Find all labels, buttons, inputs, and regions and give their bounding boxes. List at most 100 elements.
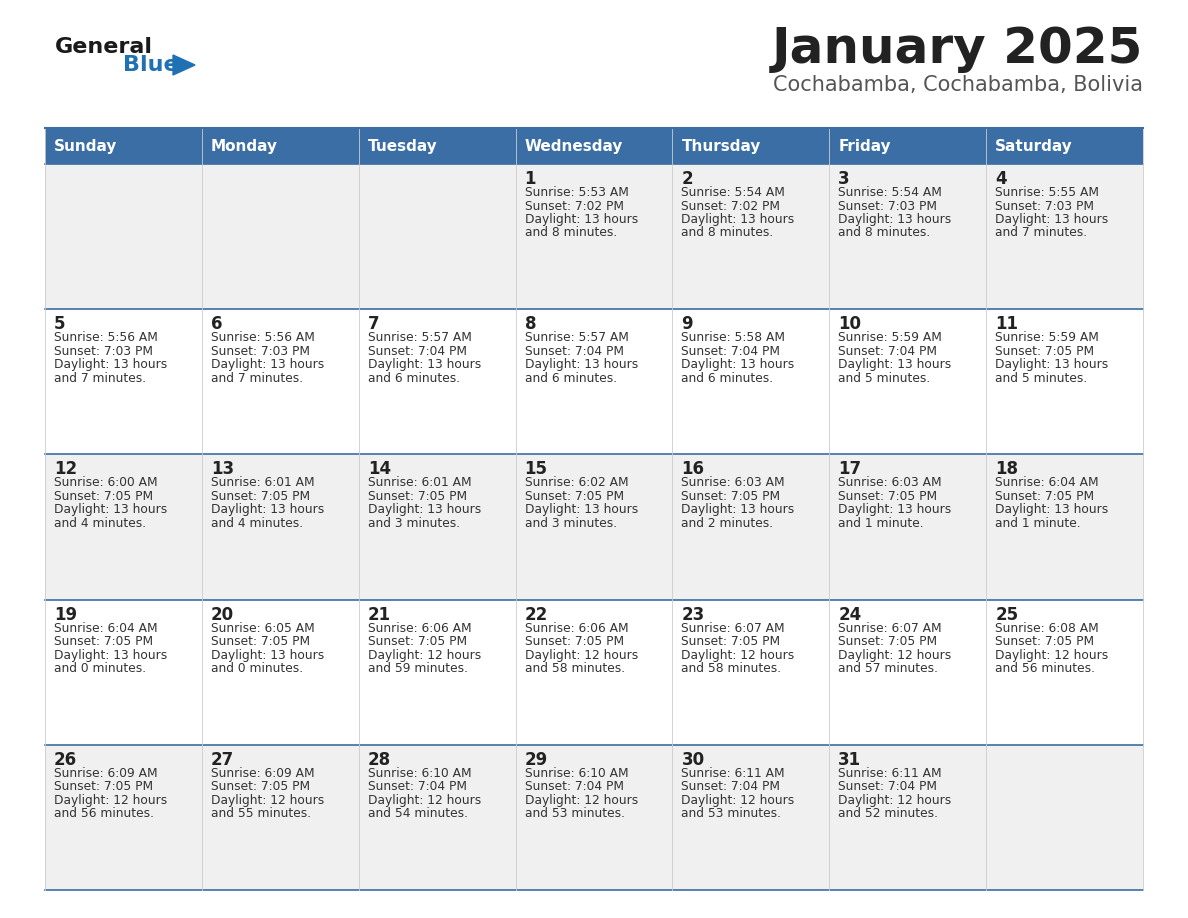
Text: Sunrise: 6:09 AM: Sunrise: 6:09 AM [53,767,158,779]
Text: Sunrise: 6:10 AM: Sunrise: 6:10 AM [368,767,472,779]
Text: Sunset: 7:05 PM: Sunset: 7:05 PM [210,635,310,648]
Text: 21: 21 [368,606,391,623]
Text: Sunrise: 5:59 AM: Sunrise: 5:59 AM [996,331,1099,344]
Polygon shape [173,55,195,75]
Text: Friday: Friday [839,139,891,153]
Text: 20: 20 [210,606,234,623]
Text: and 59 minutes.: and 59 minutes. [368,662,468,675]
Text: 5: 5 [53,315,65,333]
Text: Sunrise: 6:11 AM: Sunrise: 6:11 AM [839,767,942,779]
Text: Sunset: 7:05 PM: Sunset: 7:05 PM [839,490,937,503]
Text: and 5 minutes.: and 5 minutes. [996,372,1087,385]
Bar [516,164,672,309]
Text: and 1 minute.: and 1 minute. [839,517,924,530]
Text: Sunrise: 6:00 AM: Sunrise: 6:00 AM [53,476,158,489]
Text: and 53 minutes.: and 53 minutes. [525,807,625,821]
Text: Sunrise: 6:04 AM: Sunrise: 6:04 AM [996,476,1099,489]
Text: Sunrise: 5:54 AM: Sunrise: 5:54 AM [839,186,942,199]
Text: Thursday: Thursday [682,139,760,153]
Bar [202,599,359,744]
Text: and 52 minutes.: and 52 minutes. [839,807,939,821]
Text: Sunrise: 6:05 AM: Sunrise: 6:05 AM [210,621,315,634]
Text: 4: 4 [996,170,1006,188]
Text: Daylight: 13 hours: Daylight: 13 hours [682,213,795,226]
Text: Sunrise: 5:57 AM: Sunrise: 5:57 AM [368,331,472,344]
Text: Daylight: 13 hours: Daylight: 13 hours [525,358,638,371]
Text: Tuesday: Tuesday [368,139,437,153]
Text: and 3 minutes.: and 3 minutes. [525,517,617,530]
Bar [829,164,986,309]
Text: Sunrise: 6:01 AM: Sunrise: 6:01 AM [368,476,472,489]
Text: Daylight: 12 hours: Daylight: 12 hours [53,794,168,807]
Text: 2: 2 [682,170,693,188]
Text: 12: 12 [53,461,77,478]
Text: and 7 minutes.: and 7 minutes. [996,227,1087,240]
Text: Daylight: 13 hours: Daylight: 13 hours [996,213,1108,226]
Text: 24: 24 [839,606,861,623]
Text: Daylight: 13 hours: Daylight: 13 hours [839,503,952,517]
Text: Daylight: 12 hours: Daylight: 12 hours [839,794,952,807]
Text: and 8 minutes.: and 8 minutes. [682,227,773,240]
Bar [672,454,829,599]
Text: Sunset: 7:05 PM: Sunset: 7:05 PM [682,635,781,648]
Text: Sunrise: 5:57 AM: Sunrise: 5:57 AM [525,331,628,344]
Text: Sunrise: 5:53 AM: Sunrise: 5:53 AM [525,186,628,199]
Bar [516,454,672,599]
Text: Daylight: 13 hours: Daylight: 13 hours [53,503,168,517]
Text: Sunset: 7:05 PM: Sunset: 7:05 PM [53,780,153,793]
Text: Sunset: 7:05 PM: Sunset: 7:05 PM [996,490,1094,503]
Text: 27: 27 [210,751,234,768]
Text: 17: 17 [839,461,861,478]
Text: Sunset: 7:04 PM: Sunset: 7:04 PM [525,344,624,358]
Text: Sunset: 7:04 PM: Sunset: 7:04 PM [682,780,781,793]
Text: Sunset: 7:05 PM: Sunset: 7:05 PM [368,635,467,648]
Bar [516,599,672,744]
Text: General: General [55,37,153,57]
Bar [45,309,202,454]
Text: Daylight: 13 hours: Daylight: 13 hours [525,503,638,517]
Text: 18: 18 [996,461,1018,478]
Text: Daylight: 12 hours: Daylight: 12 hours [996,649,1108,662]
Text: Sunrise: 6:10 AM: Sunrise: 6:10 AM [525,767,628,779]
Text: Sunrise: 6:03 AM: Sunrise: 6:03 AM [839,476,942,489]
Text: 11: 11 [996,315,1018,333]
Text: and 53 minutes.: and 53 minutes. [682,807,782,821]
Text: 30: 30 [682,751,704,768]
Bar [202,744,359,890]
Text: Sunrise: 6:07 AM: Sunrise: 6:07 AM [839,621,942,634]
Text: Sunrise: 6:02 AM: Sunrise: 6:02 AM [525,476,628,489]
Bar [986,744,1143,890]
Text: and 8 minutes.: and 8 minutes. [839,227,930,240]
Text: Sunset: 7:02 PM: Sunset: 7:02 PM [525,199,624,212]
Bar [986,599,1143,744]
Text: Daylight: 13 hours: Daylight: 13 hours [525,213,638,226]
Text: Blue: Blue [124,55,178,75]
Text: Sunset: 7:05 PM: Sunset: 7:05 PM [839,635,937,648]
Text: 7: 7 [368,315,379,333]
Text: Daylight: 13 hours: Daylight: 13 hours [996,503,1108,517]
Text: Saturday: Saturday [996,139,1073,153]
Text: Sunset: 7:05 PM: Sunset: 7:05 PM [368,490,467,503]
Bar [986,164,1143,309]
Bar [359,454,516,599]
Text: 3: 3 [839,170,849,188]
Text: and 8 minutes.: and 8 minutes. [525,227,617,240]
Text: Daylight: 12 hours: Daylight: 12 hours [210,794,324,807]
Text: 14: 14 [368,461,391,478]
Text: Sunrise: 6:11 AM: Sunrise: 6:11 AM [682,767,785,779]
Bar [359,599,516,744]
Bar [672,309,829,454]
Text: Sunset: 7:03 PM: Sunset: 7:03 PM [53,344,153,358]
Text: and 3 minutes.: and 3 minutes. [368,517,460,530]
Text: Sunrise: 6:01 AM: Sunrise: 6:01 AM [210,476,315,489]
Text: Sunrise: 6:04 AM: Sunrise: 6:04 AM [53,621,158,634]
Text: Daylight: 12 hours: Daylight: 12 hours [525,794,638,807]
Text: and 54 minutes.: and 54 minutes. [368,807,468,821]
Bar [359,309,516,454]
Text: Sunrise: 5:59 AM: Sunrise: 5:59 AM [839,331,942,344]
Text: 23: 23 [682,606,704,623]
Text: Sunset: 7:05 PM: Sunset: 7:05 PM [210,780,310,793]
Text: Sunset: 7:05 PM: Sunset: 7:05 PM [682,490,781,503]
Text: Sunrise: 6:08 AM: Sunrise: 6:08 AM [996,621,1099,634]
Text: and 4 minutes.: and 4 minutes. [210,517,303,530]
